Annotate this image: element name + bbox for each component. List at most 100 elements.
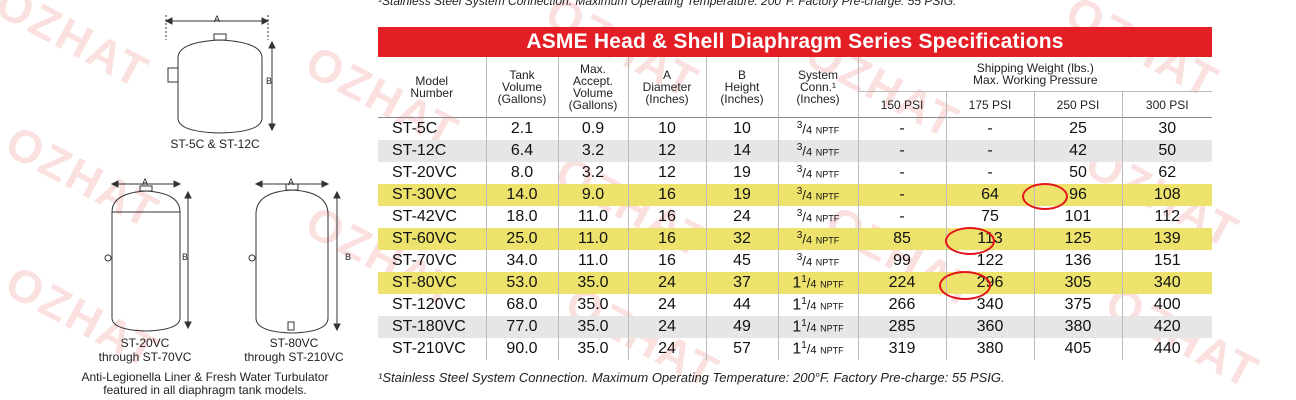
conn-denominator: 4 <box>810 278 817 291</box>
conn-thread-type: NPTF <box>820 345 844 356</box>
system-conn-cell: 3/4 NPTF <box>777 140 858 162</box>
tank-volume-cell: 90.0 <box>485 338 558 360</box>
system-conn-cell: 3/4 NPTF <box>777 117 858 140</box>
conn-denominator: 4 <box>805 234 813 247</box>
table-row: ST-12C 6.4 3.2 12 14 3/4 NPTF - -42 50 <box>378 140 1213 162</box>
max-accept-cell: 35.0 <box>557 338 628 360</box>
spec-table: Model Number Tank Volume (Gallons) Max. … <box>378 57 1213 360</box>
weight-250-psi-cell: 375 <box>1033 294 1122 316</box>
weight-250-psi-cell: 42 <box>1033 140 1122 162</box>
weight-300-psi-cell: 30 <box>1121 117 1213 140</box>
weight-175-psi-cell: 360 <box>945 316 1034 338</box>
weight-300-psi-cell: 139 <box>1121 228 1213 250</box>
height-cell: 57 <box>705 338 778 360</box>
diameter-cell: 24 <box>627 316 706 338</box>
liner-caption-line-1: Anti-Legionella Liner & Fresh Water Turb… <box>81 370 329 384</box>
height-cell: 49 <box>705 316 778 338</box>
conn-thread-type: NPTF <box>815 235 840 246</box>
tank-volume-cell: 77.0 <box>485 316 558 338</box>
conn-denominator: 4 <box>805 146 813 159</box>
tank-volume-cell: 53.0 <box>485 272 558 294</box>
model-cell: ST-180VC <box>378 316 486 338</box>
conn-numerator: 3 <box>796 185 803 197</box>
conn-denominator: 4 <box>805 190 813 203</box>
conn-whole: 1 <box>792 296 802 314</box>
conn-thread-type: NPTF <box>820 301 844 312</box>
model-cell: ST-20VC <box>392 164 457 181</box>
header-diameter: A Diameter (Inches) <box>627 57 706 118</box>
conn-numerator: 3 <box>796 163 803 175</box>
system-conn-cell: 3/4 NPTF <box>777 206 858 228</box>
footnote: ¹Stainless Steel System Connection. Maxi… <box>378 370 1005 385</box>
weight-175-psi-cell: 113 <box>945 228 1034 250</box>
table-row: ST-60VC 25.0 11.0 16 32 3/4 NPTF 85 113 125 139 <box>378 228 1213 250</box>
weight-250-psi-cell: 96 <box>1033 184 1122 206</box>
height-cell: 14 <box>705 140 778 162</box>
weight-150-psi-cell: - <box>857 162 946 184</box>
weight-300-psi-cell: 62 <box>1121 162 1213 184</box>
liner-caption-line-2: featured in all diaphragm tank models. <box>103 383 307 397</box>
conn-denominator: 4 <box>810 300 817 313</box>
tank-drawings <box>104 15 341 334</box>
weight-175-psi-cell: 296 <box>945 272 1034 294</box>
max-accept-cell: 11.0 <box>557 228 628 250</box>
header-150-psi: 150 PSI <box>857 91 946 118</box>
weight-250-psi-cell: 380 <box>1033 316 1122 338</box>
weight-175-psi-cell: 340 <box>945 294 1034 316</box>
conn-thread-type: NPTF <box>815 213 840 224</box>
table-header: Model Number Tank Volume (Gallons) Max. … <box>378 57 1213 118</box>
diameter-cell: 10 <box>627 117 706 140</box>
conn-thread-type: NPTF <box>820 279 844 290</box>
weight-250-psi-cell: 305 <box>1033 272 1122 294</box>
weight-250-psi-cell: 125 <box>1033 228 1122 250</box>
system-conn-cell: 3/4 NPTF <box>777 250 858 272</box>
conn-numerator: 3 <box>796 141 803 153</box>
height-cell: 32 <box>705 228 778 250</box>
conn-denominator: 4 <box>805 124 813 137</box>
small-tank-drawing <box>164 15 276 134</box>
dim-a-label: A <box>214 14 221 24</box>
conn-numerator: 1 <box>801 295 807 307</box>
max-accept-cell: 11.0 <box>557 250 628 272</box>
weight-250-psi-cell: 50 <box>1033 162 1122 184</box>
weight-150-psi-cell: - <box>857 206 946 228</box>
header-175-psi: 175 PSI <box>945 91 1034 118</box>
table-row: ST-120VC 68.0 35.0 24 44 11/4 NPTF 266 340 375 40… <box>378 294 1213 316</box>
conn-thread-type: NPTF <box>815 147 840 158</box>
conn-thread-type: NPTF <box>815 191 840 202</box>
table-row: ST-20VC 8.0 3.2 12 19 3/4 NPTF - -50 62 <box>378 162 1213 184</box>
weight-150-psi-cell: - <box>857 140 946 162</box>
liner-caption: Anti-Legionella Liner & Fresh Water Turb… <box>40 371 370 397</box>
weight-175-psi-cell: 64 <box>945 184 1034 206</box>
table-row: ST-80VC 53.0 35.0 24 37 11/4 NPTF 224 296 305 340 <box>378 272 1213 294</box>
height-cell: 45 <box>705 250 778 272</box>
header-max-accept-volume: Max. Accept. Volume (Gallons) <box>557 57 628 118</box>
conn-whole: 1 <box>792 340 802 358</box>
conn-denominator: 4 <box>810 344 817 357</box>
header-tank-volume: Tank Volume (Gallons) <box>485 57 558 118</box>
diameter-cell: 12 <box>627 140 706 162</box>
table-row: ST-180VC 77.0 35.0 24 49 11/4 NPTF 285 360 380 42… <box>378 316 1213 338</box>
tank-volume-cell: 2.1 <box>485 117 558 140</box>
height-cell: 24 <box>705 206 778 228</box>
max-accept-cell: 35.0 <box>557 294 628 316</box>
diameter-cell: 16 <box>627 228 706 250</box>
conn-denominator: 4 <box>805 212 813 225</box>
dim-b-label: B <box>266 76 273 86</box>
conn-slash: / <box>802 253 806 269</box>
conn-whole: 1 <box>792 318 802 336</box>
conn-numerator: 3 <box>796 251 803 263</box>
large-tank-drawing <box>248 180 341 334</box>
conn-denominator: 4 <box>805 168 813 181</box>
max-accept-cell: 11.0 <box>557 206 628 228</box>
conn-thread-type: NPTF <box>815 257 840 268</box>
model-cell: ST-80VC <box>378 272 486 294</box>
table-row: ST-210VC 90.0 35.0 24 57 11/4 NPTF 319 380 405 44… <box>378 338 1213 360</box>
model-cell: ST-12C <box>378 140 486 162</box>
conn-slash: / <box>802 121 806 137</box>
tank-volume-cell: 34.0 <box>485 250 558 272</box>
conn-numerator: 3 <box>796 207 803 219</box>
diameter-cell: 16 <box>627 184 706 206</box>
system-conn-cell: 3/4 NPTF <box>777 228 858 250</box>
table-body: ST-5C 2.1 0.9 10 10 3/4 NPTF - -25 30 ST-12C 6.4 3.… <box>378 117 1213 360</box>
